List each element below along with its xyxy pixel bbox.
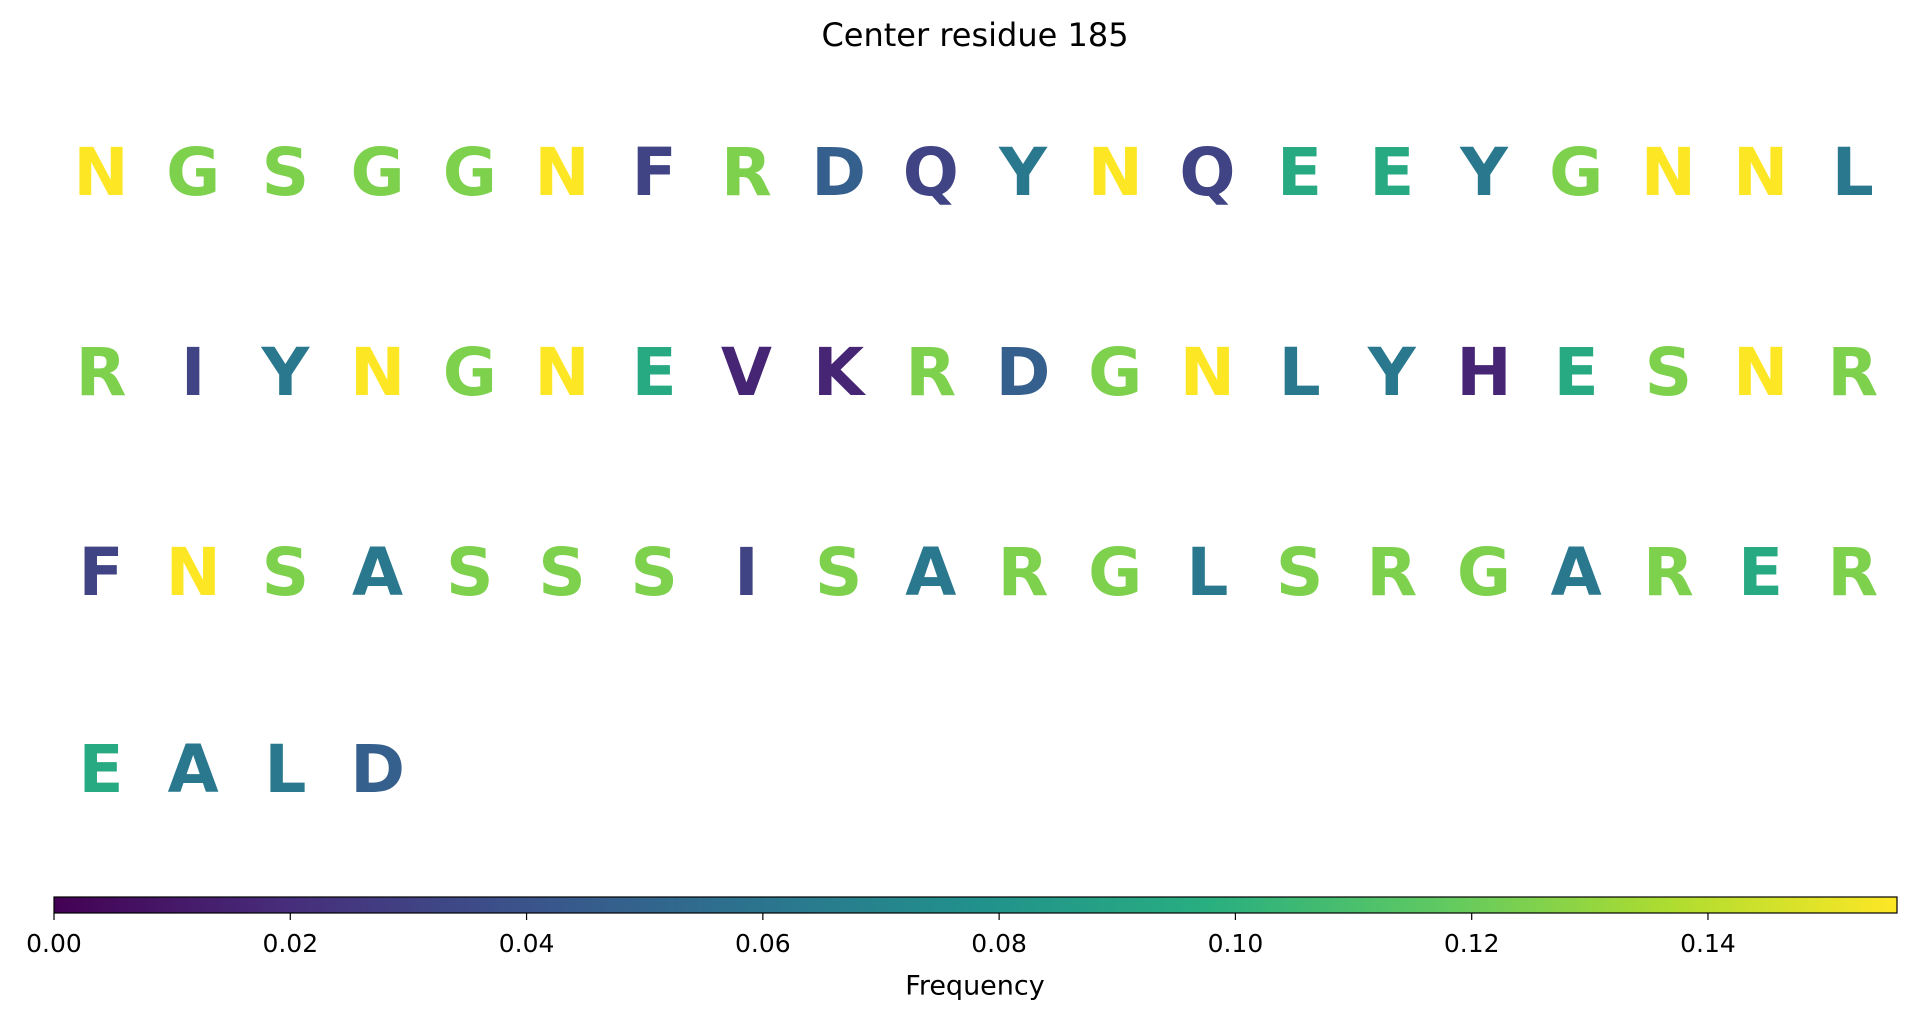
- residue-letter: S: [538, 534, 586, 611]
- residue-letter: G: [1088, 534, 1142, 611]
- residue-letter: E: [1554, 334, 1599, 411]
- residue-letter: I: [734, 534, 759, 611]
- residue-letter: S: [630, 534, 678, 611]
- residue-letter: R: [905, 334, 956, 411]
- residue-letter: R: [1366, 534, 1417, 611]
- residue-letter: S: [262, 134, 310, 211]
- residue-letter: Q: [1179, 134, 1235, 211]
- residue-letter: D: [811, 134, 866, 211]
- residue-letter: N: [1733, 334, 1788, 411]
- colorbar-tick-label: 0.00: [26, 929, 82, 958]
- residue-letter: R: [1827, 334, 1878, 411]
- residue-letter: N: [1088, 134, 1143, 211]
- residue-letter: L: [1279, 334, 1321, 411]
- residue-letter: D: [996, 334, 1051, 411]
- residue-letter: N: [1733, 134, 1788, 211]
- chart-title: Center residue 185: [821, 16, 1128, 54]
- colorbar-label: Frequency: [905, 971, 1045, 1002]
- residue-letter: N: [350, 334, 405, 411]
- residue-letter: G: [351, 134, 405, 211]
- residue-letter: E: [632, 334, 677, 411]
- residue-letter: S: [1645, 334, 1693, 411]
- residue-letter: Y: [261, 334, 311, 411]
- colorbar-tick-label: 0.12: [1444, 929, 1500, 958]
- residue-letter: G: [443, 134, 497, 211]
- residue-letter: A: [905, 534, 956, 611]
- residue-letter: E: [1738, 534, 1783, 611]
- residue-letter: E: [1369, 134, 1414, 211]
- residue-letter: D: [350, 731, 405, 808]
- colorbar-tick-label: 0.02: [262, 929, 318, 958]
- residue-letter: R: [1643, 534, 1694, 611]
- residue-letter: N: [534, 334, 589, 411]
- residue-letter: A: [168, 731, 219, 808]
- colorbar-tick-label: 0.04: [499, 929, 555, 958]
- colorbar-tick-label: 0.08: [971, 929, 1027, 958]
- residue-letter: Y: [998, 134, 1048, 211]
- residue-letter: V: [721, 334, 772, 411]
- colorbar-tick-label: 0.06: [735, 929, 791, 958]
- residue-letter: F: [78, 534, 123, 611]
- residue-letter: N: [73, 134, 128, 211]
- residue-letter: L: [264, 731, 306, 808]
- residue-letter: N: [166, 534, 221, 611]
- colorbar: [53, 896, 1898, 914]
- residue-letter: R: [1827, 534, 1878, 611]
- residue-letter: G: [1549, 134, 1603, 211]
- residue-letter: G: [166, 134, 220, 211]
- residue-letter: I: [181, 334, 206, 411]
- residue-letter: L: [1186, 534, 1228, 611]
- residue-letter: A: [1551, 534, 1602, 611]
- colorbar-tick-label: 0.14: [1680, 929, 1736, 958]
- residue-letter: F: [632, 134, 677, 211]
- residue-letter: S: [446, 534, 494, 611]
- residue-letter: G: [443, 334, 497, 411]
- residue-letter: R: [76, 334, 127, 411]
- colorbar-tick-label: 0.10: [1208, 929, 1264, 958]
- residue-letter: L: [1832, 134, 1874, 211]
- residue-letter: Q: [903, 134, 959, 211]
- residue-letter: E: [1277, 134, 1322, 211]
- residue-letter: Y: [1459, 134, 1509, 211]
- residue-letter: E: [78, 731, 123, 808]
- residue-letter: N: [534, 134, 589, 211]
- residue-letter: R: [721, 134, 772, 211]
- residue-letter: H: [1456, 334, 1511, 411]
- residue-letter: S: [1276, 534, 1324, 611]
- residue-letter: N: [1180, 334, 1235, 411]
- residue-letter: Y: [1367, 334, 1417, 411]
- residue-letter: R: [998, 534, 1049, 611]
- residue-letter: S: [815, 534, 863, 611]
- residue-letter: G: [1088, 334, 1142, 411]
- residue-letter: S: [262, 534, 310, 611]
- residue-letter: G: [1457, 534, 1511, 611]
- residue-letter: N: [1641, 134, 1696, 211]
- residue-letter: A: [352, 534, 403, 611]
- residue-letter: K: [813, 334, 867, 411]
